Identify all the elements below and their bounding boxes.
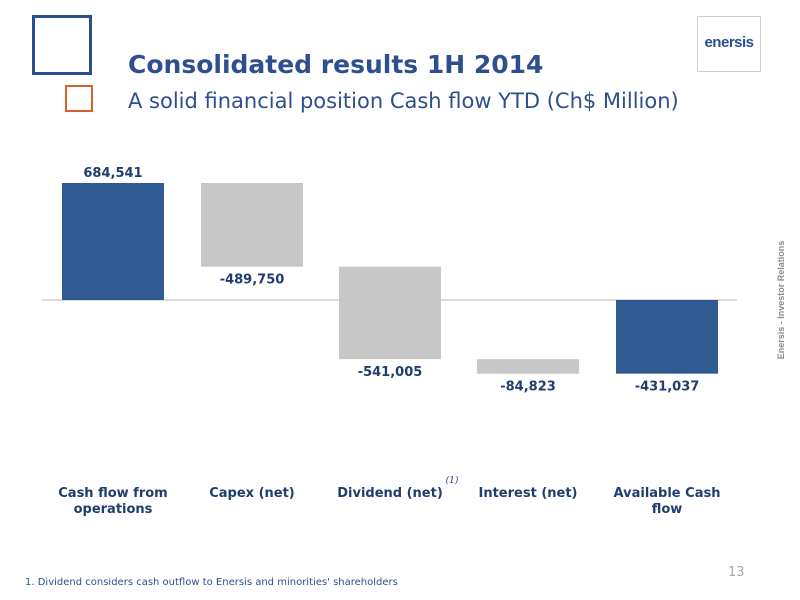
bar-2 (339, 266, 441, 360)
page-title: Consolidated results 1H 2014 (128, 50, 544, 79)
data-label-4: -431,037 (635, 380, 700, 395)
page-subtitle: A solid financial position Cash flow YTD… (128, 89, 679, 113)
enersis-logo: enersis (697, 16, 761, 72)
page-number: 13 (728, 565, 745, 580)
data-label-1: -489,750 (220, 273, 285, 288)
category-label-1-0: Capex (net) (209, 486, 295, 501)
data-label-0: 684,541 (83, 166, 142, 181)
category-label-0-0: Cash flow from (58, 486, 167, 501)
data-label-2: -541,005 (358, 365, 423, 380)
data-label-3: -84,823 (500, 380, 556, 395)
decorative-square-small (65, 85, 93, 112)
category-label-4-0: Available Cash (614, 486, 721, 501)
bar-1 (201, 183, 303, 267)
footnote: 1. Dividend considers cash outflow to En… (25, 577, 398, 588)
category-label-2-0: Dividend (net) (337, 486, 443, 501)
bar-0 (62, 183, 164, 300)
category-label-3-0: Interest (net) (479, 486, 578, 501)
bar-3 (477, 359, 579, 374)
decorative-square-large (32, 15, 92, 75)
category-label-4-1: flow (652, 502, 683, 517)
category-footnote-marker-2: (1) (446, 475, 459, 486)
logo-text: enersis (704, 34, 754, 51)
bar-4 (616, 300, 718, 374)
category-label-0-1: operations (74, 502, 153, 517)
